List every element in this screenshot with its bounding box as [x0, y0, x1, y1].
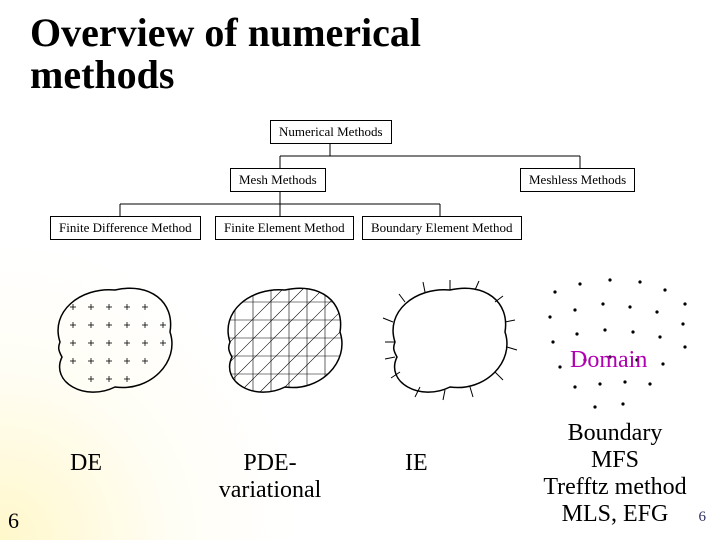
label-trefftz: Trefftz method: [543, 474, 686, 500]
tree-lines: [0, 120, 720, 280]
label-de: DE: [70, 450, 102, 477]
label-mls: MLS, EFG: [562, 501, 669, 527]
pde-line2: variational: [219, 477, 322, 503]
tree-node-root: Numerical Methods: [270, 120, 392, 144]
tree-node-fem: Finite Element Method: [215, 216, 354, 240]
title-line-1: Overview of numerical: [30, 10, 421, 55]
tree-node-mesh: Mesh Methods: [230, 168, 326, 192]
bem-diagram: [365, 272, 520, 412]
label-pde: PDE- variational: [205, 450, 335, 504]
label-ie: IE: [405, 450, 428, 477]
fdm-diagram: [30, 272, 185, 412]
meshless-diagram: [535, 262, 705, 422]
tree-node-bem: Boundary Element Method: [362, 216, 522, 240]
fem-diagram: [200, 272, 355, 412]
slide-title: Overview of numerical methods: [30, 12, 421, 96]
domain-label: Domain: [570, 347, 647, 374]
label-boundary: Boundary: [568, 420, 663, 446]
title-line-2: methods: [30, 52, 174, 97]
page-number-left: 6: [8, 508, 19, 534]
label-mfs: MFS: [591, 447, 639, 473]
pde-line1: PDE-: [243, 450, 296, 476]
hierarchy-tree: Numerical Methods Mesh Methods Meshless …: [0, 120, 720, 270]
label-meshless-methods: Boundary MFS Trefftz method MLS, EFG: [525, 420, 705, 528]
tree-node-meshless: Meshless Methods: [520, 168, 635, 192]
page-number-right: 6: [699, 509, 707, 526]
tree-node-fdm: Finite Difference Method: [50, 216, 201, 240]
method-diagrams-row: Domain: [0, 272, 720, 412]
